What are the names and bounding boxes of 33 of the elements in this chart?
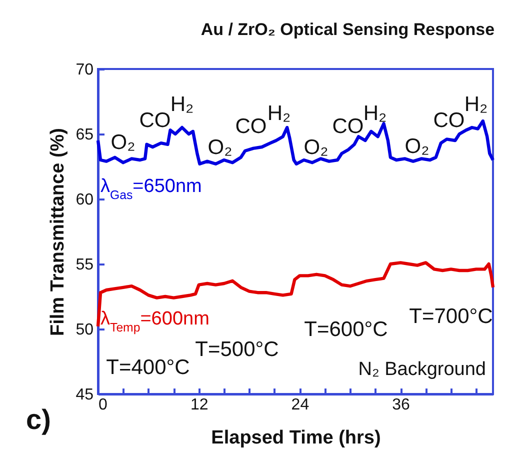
annotation: T=700°C bbox=[409, 305, 493, 328]
y-tick-label: 45 bbox=[76, 386, 94, 404]
annotation: H₂ bbox=[363, 102, 387, 125]
x-tick-label: 0 bbox=[98, 396, 108, 414]
y-tick-label: 50 bbox=[76, 322, 94, 338]
annotation: H₂ bbox=[267, 102, 291, 125]
annotation: CO bbox=[433, 109, 465, 132]
annotation: O₂ bbox=[304, 136, 328, 159]
x-tick-label: 24 bbox=[291, 396, 310, 414]
annotation: CO bbox=[235, 115, 267, 138]
series-label: λ$_{Temp}$=600nm bbox=[100, 308, 210, 335]
annotation: H₂ bbox=[464, 93, 488, 116]
annotation: CO bbox=[139, 109, 171, 132]
chart-title: Au / ZrO₂ Optical Sensing Response bbox=[200, 20, 495, 39]
text: c) bbox=[26, 404, 51, 435]
y-tick-label: 60 bbox=[76, 192, 94, 208]
series-label: λ$_{Gas}$=650nm bbox=[100, 176, 202, 202]
annotation: H₂ bbox=[170, 93, 194, 116]
y-tick-label: 65 bbox=[76, 126, 94, 144]
x-axis-title: Elapsed Time (hrs) bbox=[211, 428, 381, 448]
annotation: N₂ Background bbox=[358, 359, 486, 380]
annotation: O₂ bbox=[404, 135, 430, 158]
annotation: T=500°C bbox=[195, 338, 279, 361]
x-tick-label: 36 bbox=[392, 396, 410, 414]
annotation: O₂ bbox=[110, 131, 136, 154]
annotation: CO bbox=[332, 115, 364, 138]
y-tick-label: 70 bbox=[76, 62, 94, 78]
annotation: T=600°C bbox=[304, 318, 388, 341]
y-tick-label: 55 bbox=[76, 256, 94, 274]
annotation: O₂ bbox=[208, 136, 232, 159]
annotation: T=400°C bbox=[106, 356, 190, 379]
x-tick-label: 12 bbox=[190, 396, 208, 414]
y-axis-title: Film Transmittance (%) bbox=[48, 128, 69, 336]
